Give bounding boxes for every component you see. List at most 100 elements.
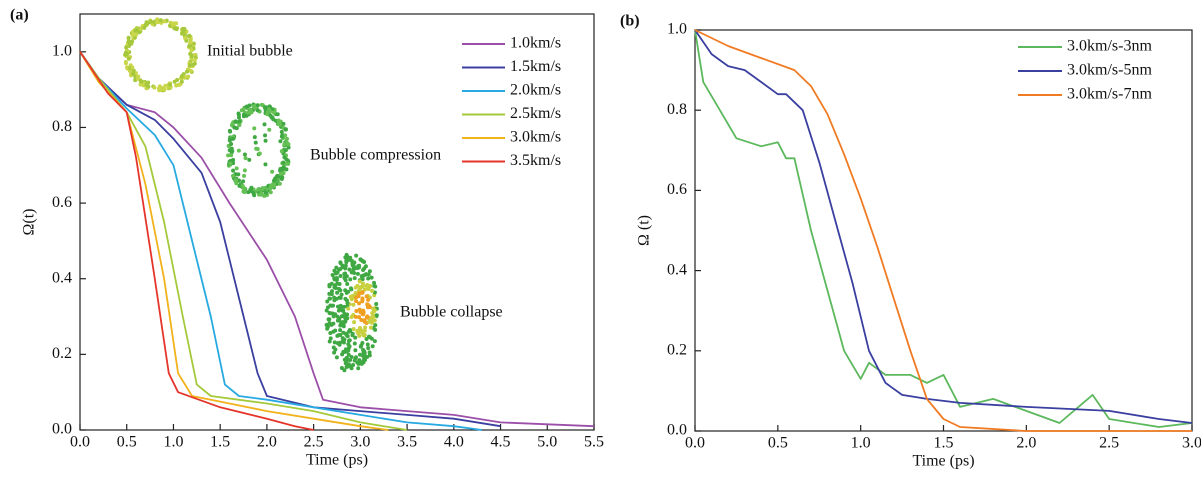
bubble-atom xyxy=(367,269,372,274)
bubble-atom xyxy=(281,160,286,165)
bubble-atom xyxy=(366,297,371,302)
bubble-atom xyxy=(365,302,370,307)
bubble-atom xyxy=(349,297,354,302)
bubble-atom xyxy=(372,339,377,344)
bubble-atom xyxy=(162,87,167,92)
bubble-atom xyxy=(229,141,234,146)
bubble-atom xyxy=(255,108,260,113)
bubble-atom xyxy=(359,284,364,289)
bubble-atom xyxy=(344,298,349,303)
x-tick-label: 2.5 xyxy=(304,434,324,451)
bubble-atom xyxy=(262,105,267,110)
bubble-atom xyxy=(358,327,363,332)
bubble-atom xyxy=(345,281,350,286)
bubble-atom xyxy=(363,325,368,330)
bubble-atom xyxy=(343,255,348,260)
bubble-atom xyxy=(135,76,140,81)
bubble-atom xyxy=(334,355,339,360)
bubble-atom xyxy=(130,39,135,44)
bubble-atom xyxy=(355,271,360,276)
bubble-atom xyxy=(284,157,289,162)
bubble-atom xyxy=(242,168,247,173)
bubble-atom xyxy=(365,342,370,347)
bubble-atom xyxy=(189,48,194,53)
bubble-atom xyxy=(365,282,370,287)
bubble-atom xyxy=(187,33,192,38)
x-tick-label: 0.5 xyxy=(768,435,788,452)
bubble-atom xyxy=(356,264,361,269)
bubble-atom xyxy=(237,183,242,188)
bubble-atom xyxy=(168,82,173,87)
bubble-atom xyxy=(369,275,374,280)
bubble-atom xyxy=(342,368,347,373)
bubble-atom xyxy=(374,313,379,318)
bubble-atom xyxy=(353,356,358,361)
bubble-atom xyxy=(331,345,336,350)
bubble-atom xyxy=(242,186,247,191)
bubble-atom xyxy=(335,290,340,295)
bubble-atom xyxy=(368,325,373,330)
bubble-atom xyxy=(333,328,338,333)
bubble-atom xyxy=(329,289,334,294)
bubble-atom xyxy=(349,270,354,275)
bubble-atom xyxy=(370,288,375,293)
bubble-atom xyxy=(268,190,273,195)
y-axis-label: Ω (t) xyxy=(636,215,653,246)
x-tick-label: 1.0 xyxy=(851,435,871,452)
bubble-atom xyxy=(338,261,343,266)
bubble-atom xyxy=(361,259,366,264)
bubble-atom xyxy=(255,146,260,151)
bubble-atom xyxy=(187,44,192,49)
x-tick-label: 5.0 xyxy=(537,434,557,451)
bubble-atom xyxy=(353,290,358,295)
bubble-atom xyxy=(343,349,348,354)
bubble-atom xyxy=(361,281,366,286)
bubble-atom xyxy=(228,161,233,166)
bubble-atom xyxy=(162,19,167,24)
bubble-atom xyxy=(367,353,372,358)
bubble-atom xyxy=(281,121,286,126)
bubble-atom xyxy=(353,285,358,290)
bubble-atom xyxy=(352,341,357,346)
bubble-atom xyxy=(352,320,357,325)
bubble-atom xyxy=(139,79,144,84)
bubble-atom xyxy=(242,173,247,178)
bubble-atom xyxy=(372,283,377,288)
bubble-atom xyxy=(346,306,351,311)
plot-frame xyxy=(79,13,595,431)
x-tick-label: 2.0 xyxy=(257,434,277,451)
bubble-atom xyxy=(372,308,377,313)
bubble-atom xyxy=(339,321,344,326)
bubble-atom xyxy=(324,308,329,313)
legend-label: 3.0km/s-7nm xyxy=(1067,86,1152,103)
bubble-atom xyxy=(277,181,282,186)
bubble-atom xyxy=(227,138,232,143)
bubble-atom xyxy=(352,260,357,265)
bubble-atom xyxy=(344,356,349,361)
bubble-atom xyxy=(339,365,344,370)
bubble-atom xyxy=(130,33,135,38)
bubble-atom xyxy=(232,125,237,130)
bubble-atom xyxy=(335,270,340,275)
legend-label: 3.5km/s xyxy=(510,152,561,169)
bubble-atom xyxy=(358,352,363,357)
annotation: Bubble collapse xyxy=(400,304,503,321)
bubble-atom xyxy=(185,69,190,74)
bubble-atom xyxy=(271,178,276,183)
bubble-atom xyxy=(123,61,128,66)
bubble-atom xyxy=(262,122,267,127)
bubble-atom xyxy=(231,168,236,173)
bubble-atom xyxy=(183,36,188,41)
bubble-atom xyxy=(252,126,257,131)
bubble-atom xyxy=(279,134,284,139)
bubble-atom xyxy=(243,156,248,161)
bubble-atom xyxy=(124,52,129,57)
bubble-atom xyxy=(237,123,242,128)
bubble-atom xyxy=(341,308,346,313)
bubble-atom xyxy=(144,81,149,86)
bubble-atom xyxy=(263,162,268,167)
bubble-atom xyxy=(357,301,362,306)
bubble-atom xyxy=(152,85,157,90)
bubble-atom xyxy=(275,173,280,178)
bubble-atom xyxy=(180,27,185,32)
